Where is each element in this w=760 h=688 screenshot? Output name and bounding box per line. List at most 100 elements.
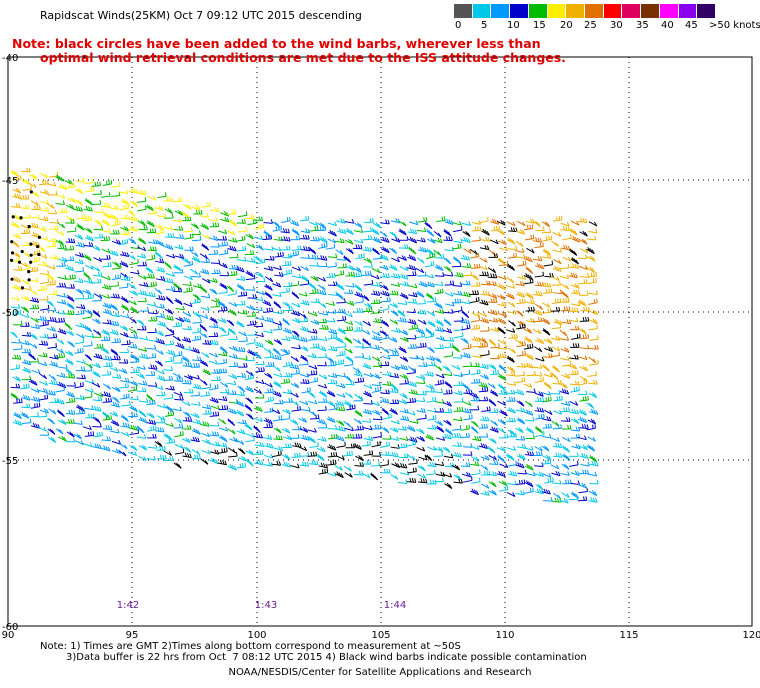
wind-barb xyxy=(139,306,149,312)
wind-barb xyxy=(525,426,535,435)
wind-barb xyxy=(453,416,463,422)
wind-barb xyxy=(352,266,362,273)
wind-barb xyxy=(148,309,158,315)
wind-barb xyxy=(290,382,300,389)
wind-barb xyxy=(444,336,455,342)
wind-barb xyxy=(20,340,30,346)
wind-barb xyxy=(163,450,172,456)
wind-barb xyxy=(289,363,300,370)
wind-barb xyxy=(434,364,443,372)
wind-barb xyxy=(507,480,517,486)
wind-barb xyxy=(589,460,599,467)
wind-barb xyxy=(103,362,113,368)
wind-barb xyxy=(497,353,507,358)
wind-barb xyxy=(38,394,49,401)
wind-barb xyxy=(345,380,355,386)
wind-barb xyxy=(130,244,140,250)
wind-barb xyxy=(12,193,22,200)
wind-barb xyxy=(542,433,552,439)
wind-barb xyxy=(463,476,473,483)
wind-barb xyxy=(408,459,418,465)
wind-barb xyxy=(83,392,93,399)
color-scale-swatch xyxy=(565,4,585,18)
wind-barb xyxy=(498,239,507,246)
wind-barb xyxy=(541,445,550,452)
wind-barb xyxy=(20,411,30,419)
wind-barb xyxy=(363,425,373,431)
wind-barb xyxy=(102,415,113,421)
wind-barb xyxy=(48,379,59,386)
wind-barb xyxy=(488,338,497,347)
wind-barb xyxy=(579,316,590,322)
wind-barb xyxy=(380,236,390,243)
wind-barb xyxy=(146,393,154,402)
wind-barb xyxy=(487,267,497,274)
time-label: 1:43 xyxy=(255,600,277,611)
wind-barb xyxy=(534,407,545,413)
wind-barb xyxy=(371,247,380,256)
wind-barb xyxy=(209,457,219,465)
wind-barb xyxy=(389,319,398,325)
latitude-tick-label: -55 xyxy=(2,456,18,467)
wind-barb xyxy=(424,454,433,461)
wind-barb xyxy=(407,298,417,304)
wind-barb xyxy=(46,390,56,396)
wind-barb xyxy=(472,342,482,348)
wind-barb xyxy=(434,477,444,483)
wind-barb xyxy=(408,246,417,255)
wind-barb xyxy=(354,320,363,326)
wind-barb xyxy=(154,441,163,448)
wind-barb xyxy=(317,289,327,296)
wind-barb xyxy=(147,246,157,252)
wind-barb xyxy=(541,391,552,396)
wind-barb xyxy=(76,223,85,231)
wind-barb xyxy=(452,282,463,287)
wind-barb xyxy=(389,399,400,405)
wind-barb xyxy=(29,342,38,349)
wind-barb xyxy=(462,408,472,414)
wind-barb xyxy=(560,400,571,407)
wind-barb xyxy=(361,342,372,349)
wind-barb xyxy=(102,179,113,186)
wind-barb xyxy=(29,173,38,180)
wind-barb xyxy=(525,299,535,305)
wind-barb xyxy=(363,262,373,268)
wind-barb xyxy=(507,253,518,259)
wind-barb xyxy=(469,252,480,259)
wind-barb xyxy=(281,216,291,223)
wind-barb xyxy=(120,198,130,206)
wind-barb xyxy=(407,228,418,235)
wind-barb xyxy=(480,454,490,461)
wind-barb xyxy=(91,382,101,388)
wind-barb xyxy=(578,416,588,424)
wind-barb xyxy=(496,219,506,226)
wind-barb xyxy=(327,262,337,268)
wind-barb xyxy=(154,228,165,235)
wind-barb xyxy=(92,189,102,195)
wind-barb xyxy=(406,440,417,447)
wind-barb xyxy=(55,352,66,359)
wind-barb xyxy=(173,197,183,203)
wind-barb xyxy=(65,219,75,224)
wind-barb xyxy=(130,269,140,275)
wind-barb xyxy=(415,290,425,298)
wind-barb xyxy=(111,219,121,227)
wind-barb xyxy=(290,310,301,317)
wind-barb xyxy=(534,242,544,249)
wind-barb xyxy=(327,253,338,259)
wind-barb xyxy=(461,310,470,319)
wind-barb xyxy=(101,255,111,260)
wind-barb xyxy=(524,487,534,494)
wind-barb xyxy=(109,411,119,417)
wind-barb xyxy=(47,436,57,443)
wind-barb xyxy=(246,338,256,345)
wind-barb xyxy=(30,323,40,330)
wind-barb xyxy=(21,359,32,366)
wind-barb xyxy=(209,316,218,324)
wind-barb xyxy=(416,446,426,452)
wind-barb xyxy=(192,312,202,319)
wind-barb xyxy=(497,400,506,406)
wind-barb xyxy=(245,436,255,443)
wind-barb xyxy=(65,391,75,398)
wind-barb xyxy=(560,407,570,413)
